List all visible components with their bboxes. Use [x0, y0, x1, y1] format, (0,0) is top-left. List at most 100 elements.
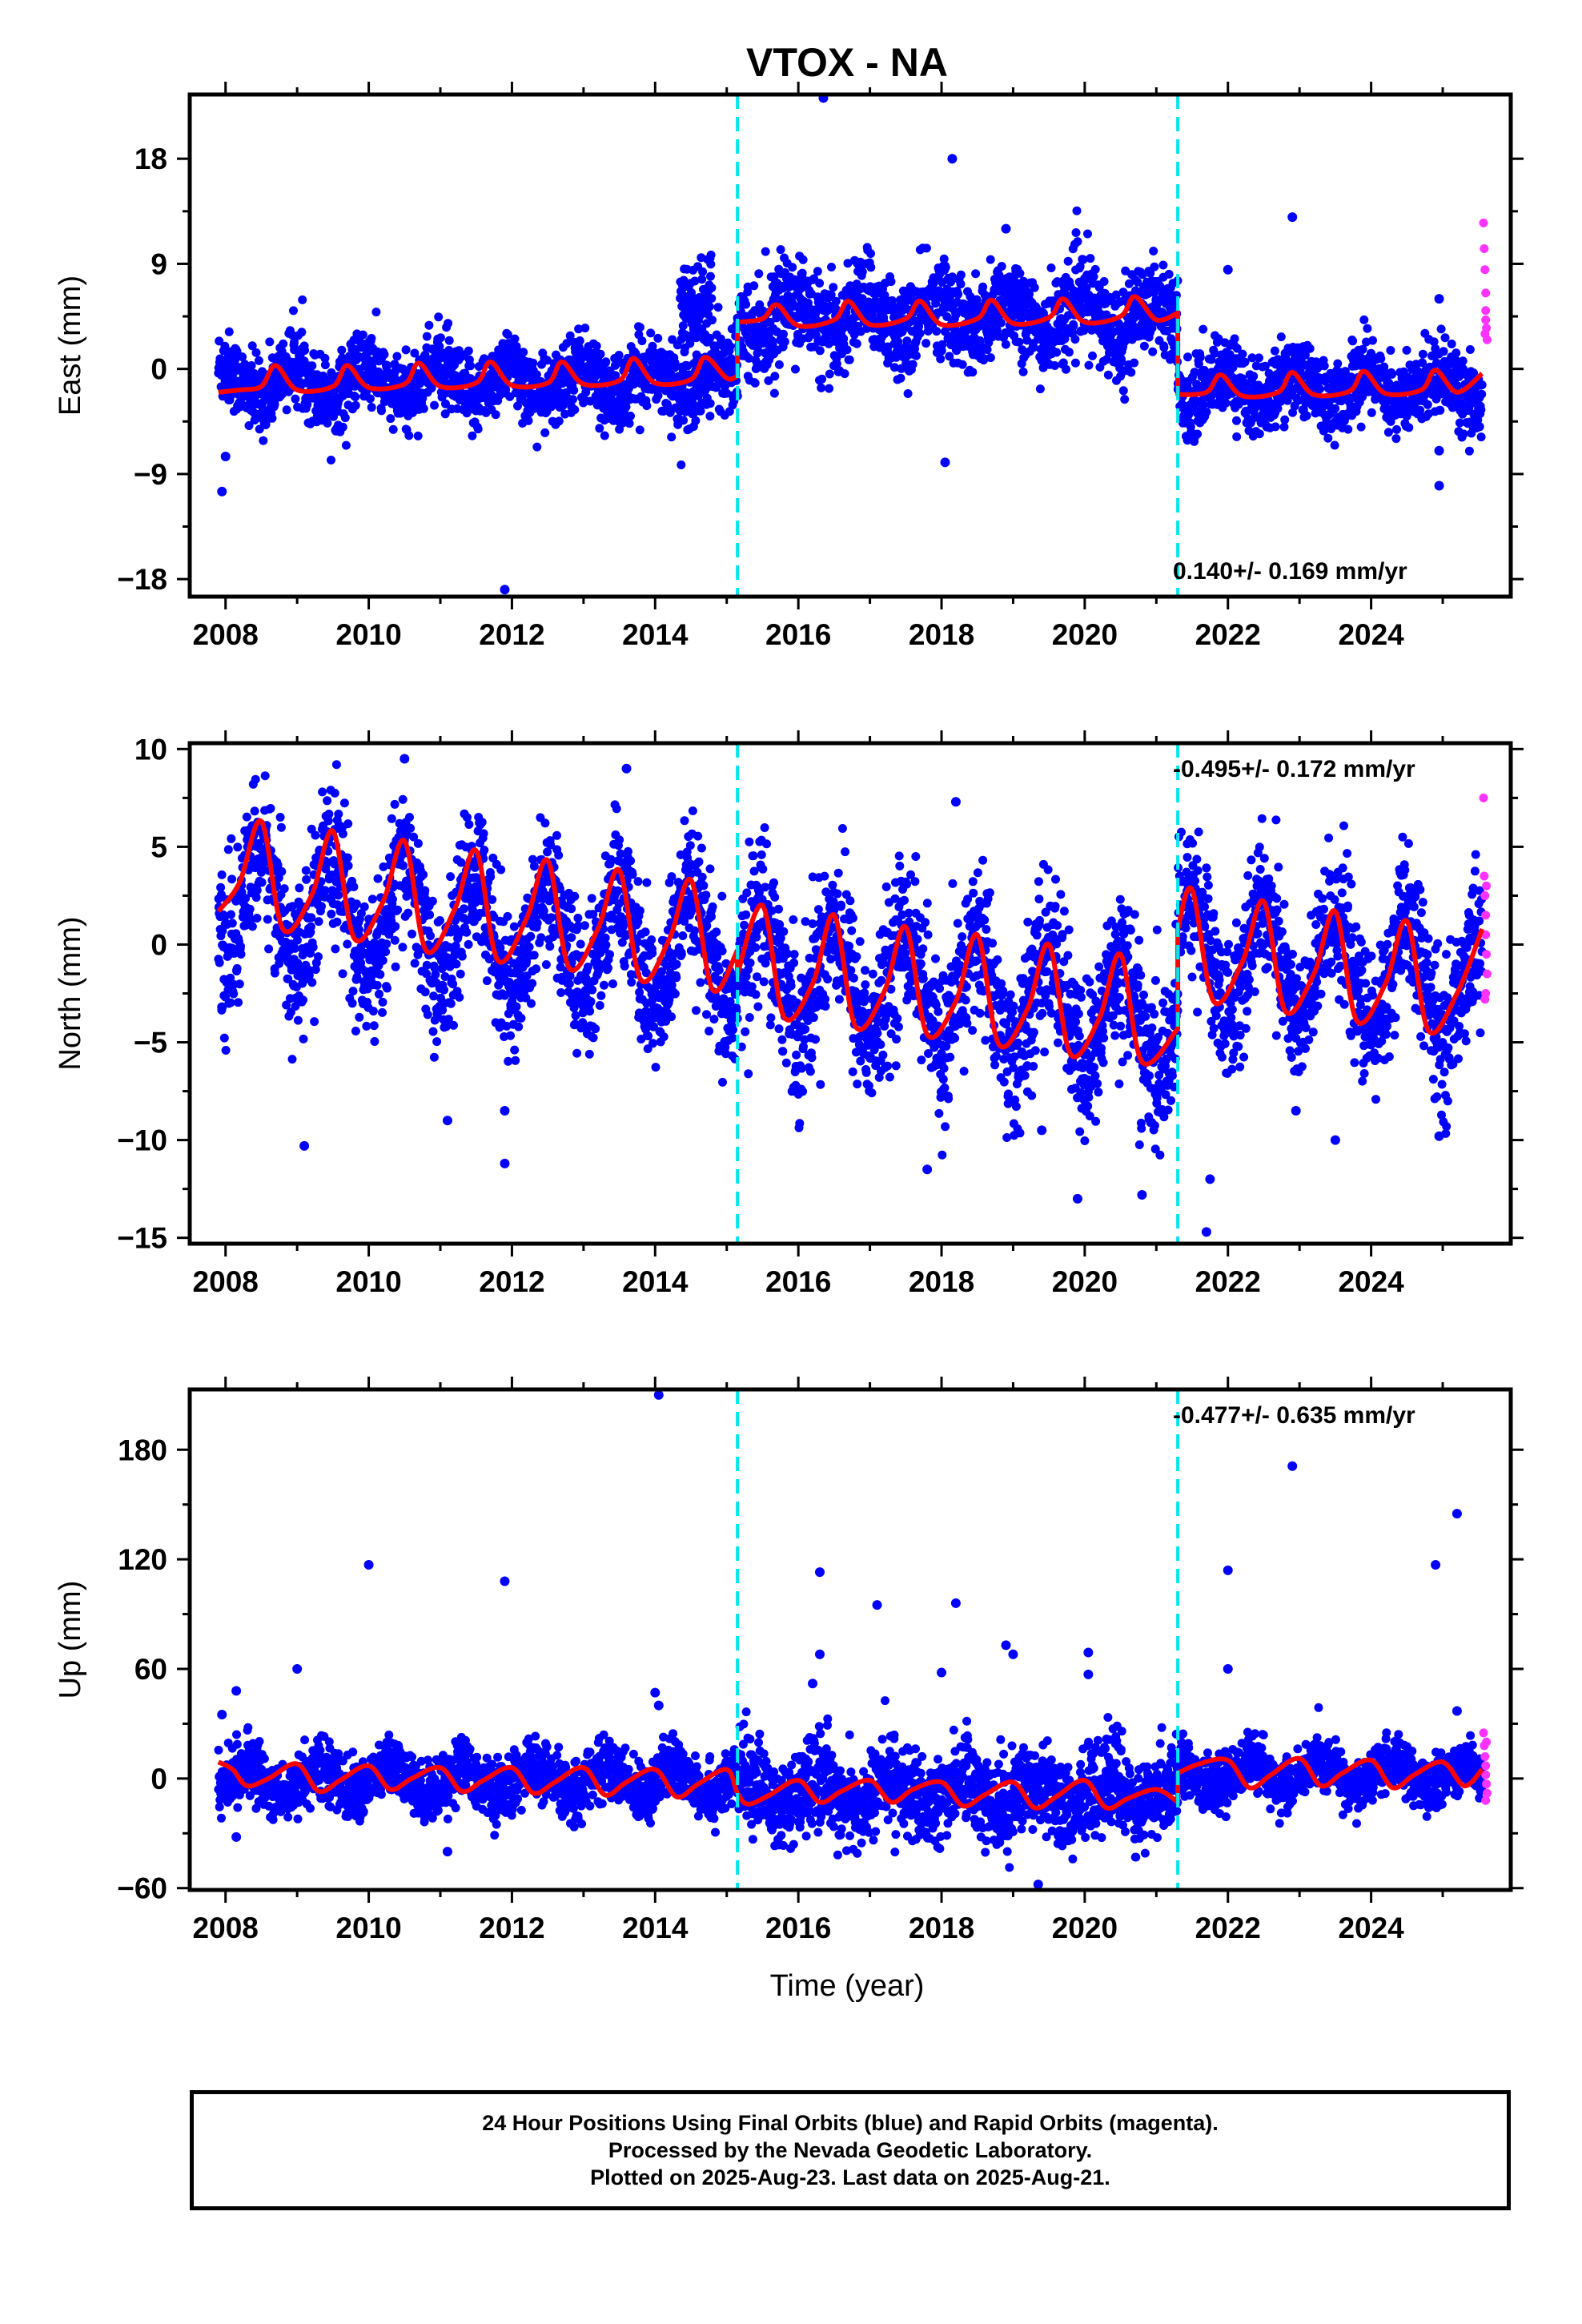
north-rapid-point [1479, 793, 1488, 802]
east-x-tick-label: 2018 [909, 618, 974, 651]
north-final-point-cloud [214, 760, 1487, 1160]
east-model-line [218, 294, 1484, 400]
east-x-tick-label: 2022 [1195, 618, 1261, 651]
up-outlier-point [231, 1831, 242, 1842]
east-outlier-point [1223, 264, 1233, 275]
north-outlier-point [299, 1140, 310, 1151]
north-outlier-point [1037, 1125, 1047, 1136]
north-model-line [216, 818, 1484, 1067]
up-outlier-point [292, 1663, 303, 1674]
up-final-points [214, 1389, 1487, 1890]
east-rapid-point [1481, 315, 1491, 324]
east-y-tick-label: −9 [134, 458, 167, 491]
east-x-tick-label: 2024 [1338, 618, 1404, 651]
up-outlier-point [814, 1649, 825, 1659]
caption-line-1: 24 Hour Positions Using Final Orbits (bl… [482, 2111, 1219, 2135]
up-outlier-point [1223, 1565, 1233, 1575]
up-outlier-point [231, 1686, 242, 1696]
east-x-tick-label: 2014 [622, 618, 689, 651]
east-y-tick-label: 0 [151, 353, 167, 386]
up-outlier-point [808, 1679, 818, 1689]
up-outlier-point [1001, 1640, 1011, 1651]
north-x-tick-label: 2022 [1195, 1265, 1261, 1298]
up-outlier-point [872, 1600, 882, 1610]
north-rapid-point [1481, 911, 1491, 920]
east-x-tick-label: 2008 [193, 618, 259, 651]
east-rate-label: 0.140+/- 0.169 mm/yr [1173, 558, 1407, 585]
up-rapid-point [1481, 1761, 1491, 1771]
up-x-tick-label: 2018 [909, 1912, 974, 1944]
up-rapid-point [1482, 1737, 1492, 1747]
east-rapid-point [1480, 243, 1489, 253]
north-outlier-point [922, 1164, 933, 1175]
up-outlier-point [653, 1389, 664, 1400]
north-y-axis-label: North (mm) [54, 916, 87, 1070]
east-outlier-point [500, 585, 510, 595]
north-outlier-point [217, 1002, 227, 1012]
up-y-tick-label: 60 [135, 1653, 167, 1686]
north-rapid-point [1482, 969, 1492, 979]
north-outlier-point [1330, 1135, 1340, 1145]
up-x-tick-label: 2012 [479, 1912, 544, 1944]
east-y-axis-label: East (mm) [54, 275, 87, 416]
north-outlier-point [442, 1116, 452, 1126]
up-x-tick-label: 2010 [335, 1912, 401, 1944]
up-frame [187, 1387, 1513, 1892]
up-outlier-point [650, 1687, 661, 1698]
up-outlier-point [1452, 1509, 1462, 1519]
east-rapid-point [1481, 306, 1491, 316]
east-x-tick-label: 2010 [335, 618, 401, 651]
north-y-tick-label: 10 [135, 733, 167, 766]
north-x-tick-label: 2016 [765, 1265, 831, 1298]
east-outlier-point [1434, 294, 1444, 304]
up-outlier-point [442, 1847, 452, 1857]
north-outlier-point [1201, 1227, 1211, 1237]
north-outlier-point [1291, 1105, 1301, 1116]
north-y-tick-label: −10 [117, 1124, 167, 1157]
east-outlier-point [940, 457, 950, 468]
east-rapid-points [1479, 218, 1492, 344]
up-rapid-point [1481, 1770, 1491, 1779]
north-outlier-point [621, 763, 632, 774]
north-rapid-point [1482, 950, 1492, 959]
up-outlier-point [653, 1700, 664, 1711]
up-x-tick-label: 2008 [193, 1912, 259, 1944]
up-y-tick-label: 180 [118, 1433, 167, 1466]
north-y-tick-label: −5 [134, 1027, 167, 1059]
north-outlier-point [1072, 1193, 1082, 1204]
north-x-tick-label: 2024 [1338, 1265, 1404, 1298]
figure-title: VTOX - NA [746, 40, 948, 85]
north-x-tick-label: 2008 [193, 1265, 259, 1298]
up-outlier-point [1452, 1706, 1462, 1716]
caption-line-3: Plotted on 2025-Aug-23. Last data on 202… [590, 2165, 1110, 2189]
north-y-tick-label: 0 [151, 928, 167, 961]
east-rapid-point [1479, 218, 1488, 227]
caption-line-2: Processed by the Nevada Geodetic Laborat… [608, 2138, 1093, 2162]
north-x-tick-label: 2020 [1052, 1265, 1118, 1298]
up-rapid-point [1481, 1795, 1491, 1805]
up-rate-label: -0.477+/- 0.635 mm/yr [1173, 1402, 1415, 1429]
north-panel: 2008 2010 2012 2014 2016 2018 2020 2022 2024 −15 −… [54, 730, 1524, 1298]
up-outlier-point [1033, 1880, 1043, 1890]
north-outlier-point [950, 797, 961, 807]
north-outlier-point [1434, 1131, 1444, 1141]
north-rapid-point [1482, 881, 1492, 891]
up-outlier-point [1008, 1649, 1018, 1659]
north-y-tick-label: −15 [117, 1222, 167, 1255]
north-x-tick-label: 2018 [909, 1265, 974, 1298]
up-outlier-point [950, 1598, 961, 1608]
east-rapid-point [1480, 329, 1490, 339]
east-outlier-point [1287, 212, 1298, 223]
east-frame [187, 92, 1513, 599]
up-outlier-point [1287, 1461, 1298, 1471]
north-outlier-point [1205, 1174, 1215, 1184]
up-x-tick-label: 2020 [1052, 1912, 1118, 1944]
up-x-tick-label: 2016 [765, 1912, 831, 1944]
north-y-tick-label: 5 [151, 830, 167, 863]
up-outlier-point [1083, 1669, 1094, 1679]
up-outlier-point [814, 1567, 825, 1578]
east-outlier-point [947, 154, 958, 164]
north-rapid-point [1480, 871, 1489, 881]
up-x-tick-label: 2022 [1195, 1912, 1261, 1944]
north-x-tick-label: 2014 [622, 1265, 689, 1298]
